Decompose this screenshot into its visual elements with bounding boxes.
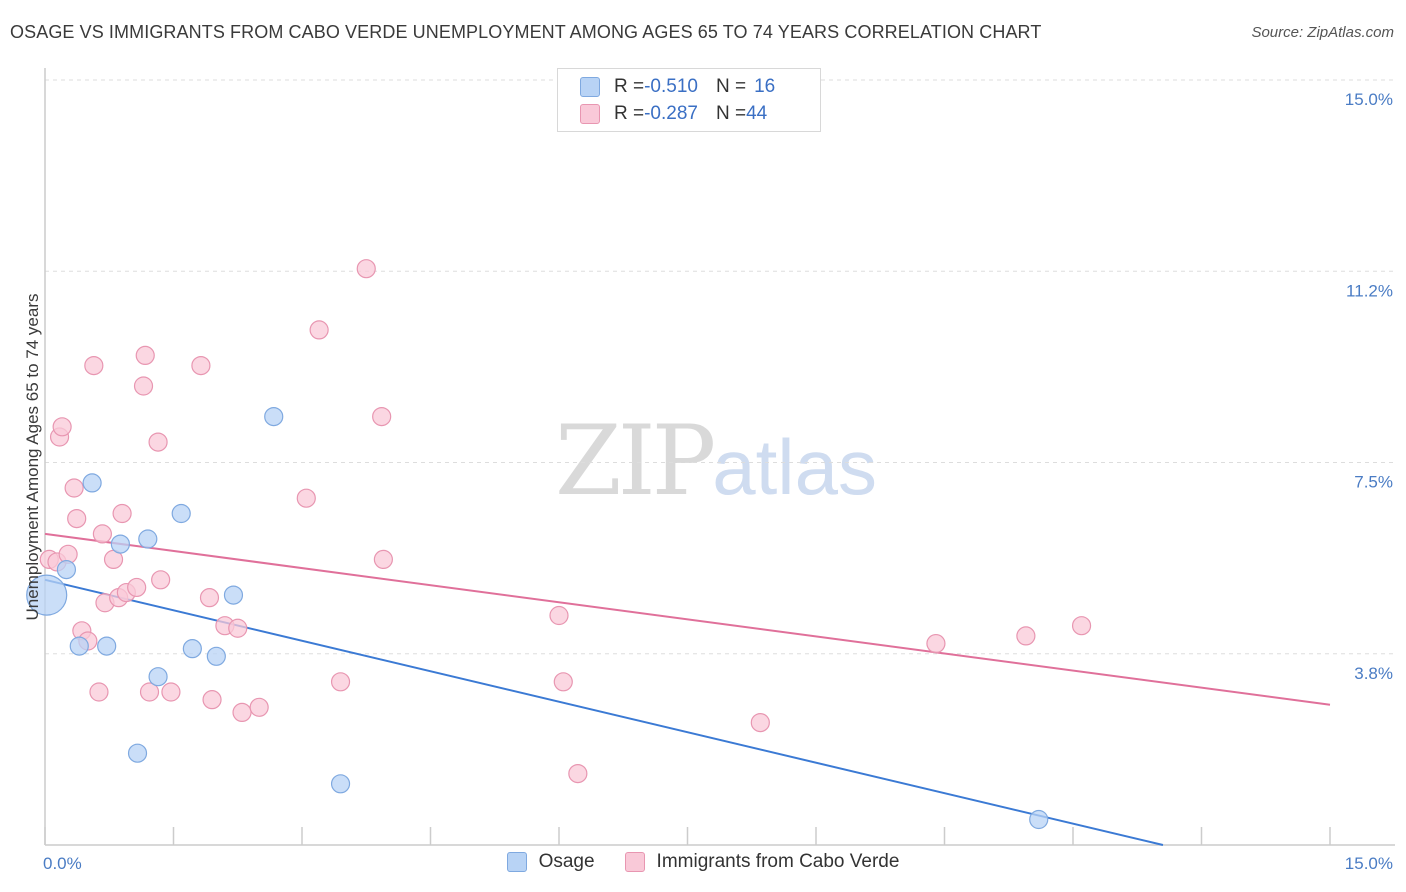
legend-n-value: 44: [746, 103, 768, 124]
point-cabo-verde-3: [52, 417, 72, 437]
point-osage-14: [330, 774, 351, 794]
y-tick-label-1: 11.2%: [1346, 281, 1393, 300]
point-osage-7: [138, 529, 158, 549]
point-osage-2: [69, 636, 89, 656]
chart-title: OSAGE VS IMMIGRANTS FROM CABO VERDE UNEM…: [10, 22, 1042, 42]
trend-line-osage: [44, 578, 1164, 846]
point-cabo-verde-31: [296, 488, 316, 508]
point-cabo-verde-35: [372, 407, 392, 427]
legend-n-value: 16: [754, 76, 776, 97]
watermark-zip: ZIP: [555, 405, 716, 517]
point-cabo-verde-37: [549, 605, 569, 626]
point-osage-13: [264, 407, 284, 427]
point-cabo-verde-32: [309, 320, 329, 340]
tick-labels: 15.0% 11.2% 7.5% 3.8% 0.0% 15.0%: [43, 90, 1393, 873]
point-osage-12: [223, 585, 244, 605]
point-cabo-verde-39: [568, 763, 588, 784]
watermark-atlas: atlas: [712, 423, 877, 511]
point-cabo-verde-26: [202, 690, 222, 710]
series-legend: Osage Immigrants from Cabo Verde: [0, 851, 1406, 873]
y-tick-label-0: 15.0%: [1345, 90, 1393, 109]
point-cabo-verde-36: [373, 549, 393, 570]
watermark: ZIPatlas: [555, 405, 877, 517]
series-label-cabo-verde: Immigrants from Cabo Verde: [656, 851, 900, 872]
point-cabo-verde-28: [228, 618, 248, 638]
point-cabo-verde-30: [249, 697, 269, 717]
point-osage-6: [127, 743, 148, 763]
series-swatch-osage: [506, 852, 527, 872]
point-cabo-verde-40: [750, 712, 770, 733]
point-cabo-verde-34: [356, 259, 376, 279]
point-cabo-verde-29: [232, 702, 252, 723]
point-cabo-verde-9: [84, 356, 104, 376]
y-tick-label-2: 7.5%: [1354, 473, 1393, 492]
point-cabo-verde-42: [1016, 626, 1036, 646]
point-osage-4: [97, 636, 117, 656]
series-label-osage: Osage: [538, 851, 595, 872]
point-cabo-verde-20: [139, 682, 160, 702]
point-cabo-verde-38: [553, 672, 573, 692]
legend-r-value: -0.287: [644, 103, 698, 124]
grid-lines: [45, 79, 1395, 655]
legend-r-value: -0.510: [644, 76, 698, 97]
legend-row-cabo-verde: R = -0.287 N = 44: [580, 101, 767, 127]
point-cabo-verde-15: [112, 503, 132, 524]
point-cabo-verde-11: [92, 524, 112, 544]
data-points: [26, 259, 1092, 830]
series-swatch-cabo-verde: [624, 852, 645, 872]
legend-r-label: R =: [614, 76, 645, 97]
point-cabo-verde-22: [151, 570, 171, 590]
point-cabo-verde-43: [1071, 616, 1092, 636]
source-label: Source: ZipAtlas.com: [1251, 24, 1394, 41]
trend-lines: [44, 532, 1331, 846]
legend-n-label: N =: [715, 76, 747, 97]
point-cabo-verde-18: [133, 376, 154, 396]
point-osage-1: [56, 559, 77, 580]
legend-swatch-osage: [580, 77, 600, 97]
series-legend-osage[interactable]: Osage: [506, 851, 595, 873]
point-cabo-verde-21: [148, 432, 168, 452]
y-axis-title: Unemployment Among Ages 65 to 74 years: [23, 294, 42, 621]
point-cabo-verde-24: [191, 356, 211, 376]
legend-swatch-cabo-verde: [580, 104, 600, 124]
point-cabo-verde-25: [199, 588, 220, 608]
point-osage-9: [171, 503, 191, 524]
trend-line-cabo-verde: [44, 532, 1331, 706]
correlation-legend: R = -0.510 N = 16 R = -0.287 N = 44: [557, 68, 821, 132]
point-cabo-verde-6: [67, 508, 87, 529]
point-cabo-verde-23: [161, 682, 181, 702]
point-cabo-verde-19: [135, 345, 155, 365]
point-osage-10: [182, 639, 202, 659]
point-cabo-verde-5: [64, 478, 84, 498]
x-tick-label-min: 0.0%: [43, 854, 82, 873]
point-osage-0: [26, 574, 68, 616]
point-osage-5: [110, 534, 130, 554]
point-osage-15: [1029, 809, 1049, 830]
axes: [44, 68, 1395, 846]
point-osage-3: [82, 473, 102, 493]
point-cabo-verde-10: [89, 682, 109, 702]
point-cabo-verde-17: [127, 577, 147, 598]
series-legend-cabo-verde[interactable]: Immigrants from Cabo Verde: [624, 851, 900, 873]
point-cabo-verde-33: [330, 672, 351, 692]
y-tick-label-3: 3.8%: [1354, 664, 1393, 683]
point-osage-8: [148, 667, 168, 687]
legend-row-osage: R = -0.510 N = 16: [580, 74, 775, 100]
point-osage-11: [206, 646, 226, 666]
legend-r-label: R =: [614, 103, 645, 124]
legend-n-label: N =: [715, 103, 747, 124]
point-cabo-verde-41: [926, 633, 946, 654]
x-tick-label-max: 15.0%: [1345, 854, 1393, 873]
